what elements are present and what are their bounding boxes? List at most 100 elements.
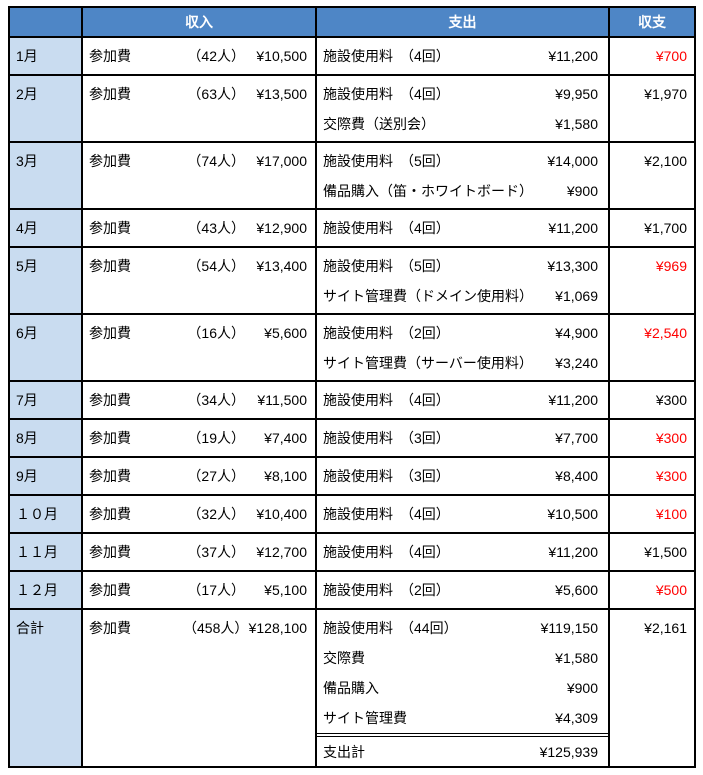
balance-amount: ¥969 [655, 258, 687, 274]
expense-amount: ¥7,700 [555, 430, 598, 446]
income-amount: ¥11,500 [257, 392, 307, 408]
income-line: 参加費 （32人） ¥10,400 [83, 499, 315, 529]
expense-amount: ¥3,240 [555, 355, 598, 371]
balance-cell: ¥1,970 [610, 76, 694, 141]
month-label: 1月 [16, 48, 38, 64]
header-month-cell [10, 8, 83, 36]
expense-amount: ¥125,939 [539, 744, 598, 760]
income-amount: ¥10,400 [256, 506, 307, 522]
income-line: 参加費 （37人） ¥12,700 [83, 537, 315, 567]
month-cell: 2月 [10, 76, 83, 141]
balance-amount: ¥300 [655, 468, 687, 484]
month-label: 9月 [16, 468, 38, 484]
income-cell: 参加費 （42人） ¥10,500 [83, 38, 317, 74]
month-cell: 5月 [10, 248, 83, 313]
expense-label: 施設使用料 （3回） [323, 468, 450, 484]
income-count: （37人） [187, 544, 245, 560]
month-cell: 6月 [10, 315, 83, 380]
income-amount: ¥13,500 [256, 86, 307, 102]
income-line: 参加費 （27人） ¥8,100 [83, 461, 315, 491]
income-cell: 参加費 （74人） ¥17,000 [83, 143, 317, 208]
income-count: （74人） [187, 153, 245, 169]
month-cell: 9月 [10, 458, 83, 494]
header-balance: 収支 [638, 14, 666, 30]
expense-label: 備品購入 [323, 680, 379, 696]
expense-line: 備品購入（笛・ホワイトボード） ¥900 [317, 176, 608, 206]
income-amount: ¥10,500 [256, 48, 307, 64]
balance-cell: ¥500 [610, 572, 694, 608]
expense-label: 施設使用料 （4回） [323, 48, 450, 64]
income-label: 参加費 [89, 430, 131, 446]
month-label: 6月 [16, 325, 38, 341]
table-row: 3月 参加費 （74人） ¥17,000 施設使用料 （5回） ¥14,000 備品… [10, 141, 694, 208]
expense-line: 施設使用料 （3回） ¥7,700 [317, 423, 608, 453]
balance-amount: ¥2,161 [644, 620, 687, 636]
expense-line: 施設使用料 （2回） ¥4,900 [317, 318, 608, 348]
balance-cell: ¥2,100 [610, 143, 694, 208]
expense-amount: ¥4,900 [555, 325, 598, 341]
expense-line: 備品購入 ¥900 [317, 673, 608, 703]
income-label: 参加費 [89, 86, 131, 102]
balance-cell: ¥1,500 [610, 534, 694, 570]
expense-amount: ¥1,069 [555, 288, 598, 304]
expense-amount: ¥10,500 [547, 506, 598, 522]
table-row: 4月 参加費 （43人） ¥12,900 施設使用料 （4回） ¥11,200 ¥… [10, 208, 694, 246]
month-cell: １０月 [10, 496, 83, 532]
month-label: 5月 [16, 258, 38, 274]
balance-amount: ¥2,540 [644, 325, 687, 341]
balance-amount: ¥1,500 [644, 544, 687, 560]
expense-label: 施設使用料 （2回） [323, 582, 450, 598]
income-cell: 参加費 （16人） ¥5,600 [83, 315, 317, 380]
income-line: 参加費 （42人） ¥10,500 [83, 41, 315, 71]
expense-line: 交際費 ¥1,580 [317, 643, 608, 673]
table-row: １０月 参加費 （32人） ¥10,400 施設使用料 （4回） ¥10,500 … [10, 494, 694, 532]
expense-amount: ¥5,600 [555, 582, 598, 598]
expense-cell: 施設使用料 （3回） ¥8,400 [317, 458, 610, 494]
income-amount: ¥128,100 [248, 620, 307, 636]
expense-cell: 施設使用料 （4回） ¥11,200 [317, 382, 610, 418]
expense-line: 施設使用料 （5回） ¥13,300 [317, 251, 608, 281]
expense-amount: ¥900 [566, 183, 598, 199]
income-cell: 参加費 （43人） ¥12,900 [83, 210, 317, 246]
income-amount: ¥13,400 [256, 258, 307, 274]
header-income: 収入 [83, 8, 317, 36]
expense-label: 施設使用料 （5回） [323, 153, 450, 169]
month-cell: 8月 [10, 420, 83, 456]
income-label: 参加費 [89, 48, 131, 64]
expense-cell: 施設使用料 （5回） ¥13,300 サイト管理費（ドメイン使用料） ¥1,069 [317, 248, 610, 313]
balance-amount: ¥100 [655, 506, 687, 522]
expense-line: サイト管理費 ¥4,309 [317, 703, 608, 733]
income-count: （42人） [187, 48, 245, 64]
expense-label: 備品購入（笛・ホワイトボード） [323, 183, 533, 199]
month-label: 合計 [16, 620, 44, 636]
month-label: １０月 [16, 506, 58, 522]
table-row: 1月 参加費 （42人） ¥10,500 施設使用料 （4回） ¥11,200 ¥… [10, 36, 694, 74]
balance-amount: ¥700 [655, 48, 687, 64]
income-label: 参加費 [89, 544, 131, 560]
income-amount: ¥7,400 [264, 430, 307, 446]
expense-cell: 施設使用料 （2回） ¥4,900 サイト管理費（サーバー使用料） ¥3,240 [317, 315, 610, 380]
income-label: 参加費 [89, 620, 131, 636]
income-cell: 参加費 （34人） ¥11,500 [83, 382, 317, 418]
month-cell: １１月 [10, 534, 83, 570]
month-label: 8月 [16, 430, 38, 446]
expense-line: 施設使用料 （4回） ¥11,200 [317, 41, 608, 71]
month-cell: 4月 [10, 210, 83, 246]
income-line: 参加費 （17人） ¥5,100 [83, 575, 315, 605]
expense-label: 支出計 [323, 744, 365, 760]
income-label: 参加費 [89, 258, 131, 274]
month-label: 7月 [16, 392, 38, 408]
table-row: 9月 参加費 （27人） ¥8,100 施設使用料 （3回） ¥8,400 ¥30… [10, 456, 694, 494]
expense-line: サイト管理費（サーバー使用料） ¥3,240 [317, 348, 608, 378]
expense-label: 施設使用料 （4回） [323, 220, 450, 236]
expense-label: 施設使用料 （4回） [323, 506, 450, 522]
balance-cell: ¥300 [610, 382, 694, 418]
income-label: 参加費 [89, 325, 131, 341]
table-body: 1月 参加費 （42人） ¥10,500 施設使用料 （4回） ¥11,200 ¥… [10, 36, 694, 766]
month-label: 2月 [16, 86, 38, 102]
expense-amount: ¥8,400 [555, 468, 598, 484]
income-amount: ¥5,600 [264, 325, 307, 341]
expense-label: 施設使用料 （2回） [323, 325, 450, 341]
balance-cell: ¥300 [610, 420, 694, 456]
expense-subtotal-line: 支出計 ¥125,939 [317, 733, 608, 766]
